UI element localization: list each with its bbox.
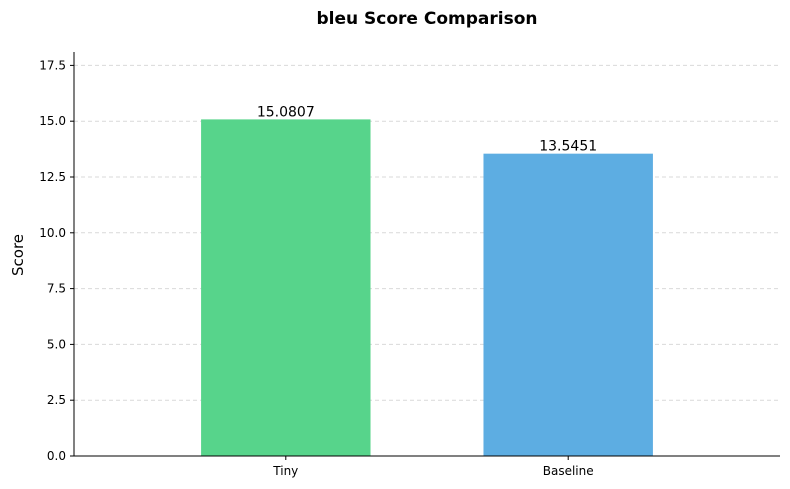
chart-title: bleu Score Comparison — [317, 9, 538, 29]
value-label: 15.0807 — [257, 104, 315, 120]
y-tick-label: 2.5 — [47, 393, 66, 407]
y-tick-label: 12.5 — [39, 170, 66, 184]
y-tick-label: 17.5 — [39, 58, 66, 72]
y-ticks: 0.0 2.5 5.0 7.5 10.0 12.5 15.0 17.5 — [39, 58, 74, 463]
gridlines — [74, 64, 780, 401]
bar-tiny — [201, 119, 371, 456]
y-tick-label: 0.0 — [47, 449, 66, 463]
axes — [73, 52, 780, 457]
value-label: 13.5451 — [539, 139, 597, 155]
y-tick-label: 5.0 — [47, 337, 66, 351]
x-ticks: Tiny Baseline — [272, 456, 594, 478]
y-tick-label: 10.0 — [39, 226, 66, 240]
bar-baseline — [483, 153, 653, 457]
y-axis-label: Score — [9, 234, 27, 276]
y-tick-label: 7.5 — [47, 282, 66, 296]
x-tick-label: Tiny — [272, 464, 298, 478]
value-labels: 15.0807 13.5451 — [257, 104, 597, 154]
x-tick-label: Baseline — [543, 464, 594, 478]
y-tick-label: 15.0 — [39, 114, 66, 128]
bars — [201, 119, 653, 457]
